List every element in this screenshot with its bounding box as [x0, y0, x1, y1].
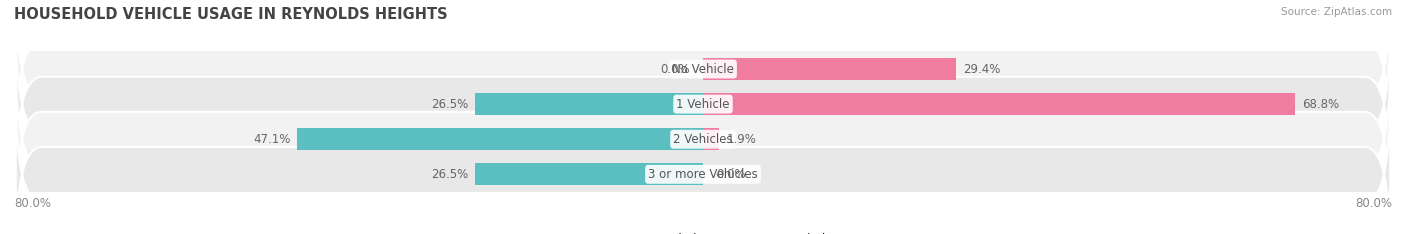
Text: 26.5%: 26.5% [430, 98, 468, 111]
Text: Source: ZipAtlas.com: Source: ZipAtlas.com [1281, 7, 1392, 17]
Bar [703, 128, 720, 150]
Bar [703, 58, 956, 80]
Bar [298, 128, 703, 150]
Text: 1 Vehicle: 1 Vehicle [676, 98, 730, 111]
Text: 80.0%: 80.0% [1355, 197, 1392, 210]
Text: 3 or more Vehicles: 3 or more Vehicles [648, 168, 758, 181]
Text: 2 Vehicles: 2 Vehicles [673, 133, 733, 146]
Text: HOUSEHOLD VEHICLE USAGE IN REYNOLDS HEIGHTS: HOUSEHOLD VEHICLE USAGE IN REYNOLDS HEIG… [14, 7, 447, 22]
FancyBboxPatch shape [15, 0, 1391, 147]
Text: 1.9%: 1.9% [727, 133, 756, 146]
Text: 29.4%: 29.4% [963, 62, 1001, 76]
Text: 0.0%: 0.0% [716, 168, 745, 181]
Text: 0.0%: 0.0% [661, 62, 690, 76]
Text: 68.8%: 68.8% [1302, 98, 1340, 111]
Text: No Vehicle: No Vehicle [672, 62, 734, 76]
Bar [703, 93, 1295, 115]
Bar [475, 93, 703, 115]
Bar [475, 163, 703, 185]
FancyBboxPatch shape [15, 26, 1391, 182]
Text: 26.5%: 26.5% [430, 168, 468, 181]
Legend: Owner-occupied, Renter-occupied: Owner-occupied, Renter-occupied [575, 229, 831, 234]
Text: 80.0%: 80.0% [14, 197, 51, 210]
FancyBboxPatch shape [15, 61, 1391, 217]
Text: 47.1%: 47.1% [253, 133, 291, 146]
FancyBboxPatch shape [15, 96, 1391, 234]
